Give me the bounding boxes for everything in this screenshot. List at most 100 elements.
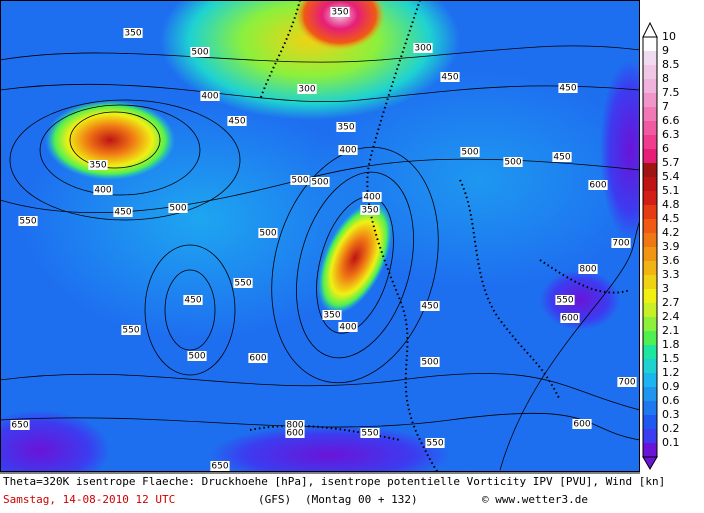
contour-label-bg [560,313,580,323]
colorbar-frame [642,36,658,458]
colorbar-swatch [643,275,657,289]
contours [0,45,640,471]
colorbar-swatch [643,191,657,205]
contour-label-bg [617,377,637,387]
colorbar-label: 6 [662,142,669,155]
contour-label-bg [297,84,317,94]
colorbar-swatch [643,79,657,93]
colorbar-swatch [643,149,657,163]
colorbar-swatch [643,233,657,247]
caption-date: Samstag, 14-08-2010 12 UTC [3,493,175,506]
colorbar-label: 6.6 [662,114,680,127]
colorbar-swatch [643,401,657,415]
contour-label: 350 [323,311,340,321]
colorbar-swatch [643,261,657,275]
colorbar-swatch [643,107,657,121]
contour-label-bg [572,419,592,429]
ipv-field [317,202,393,314]
contour-label-bg [18,216,38,226]
contour-label: 450 [228,117,245,127]
colorbar-label: 9 [662,44,669,57]
contour-label-bg [183,295,203,305]
contour-label-bg [121,325,141,335]
contour-label-bg [210,461,230,471]
colorbar-label: 1.8 [662,338,680,351]
contour-label: 450 [553,153,570,163]
colorbar-swatch [643,37,657,51]
colorbar-swatch [643,135,657,149]
contour-label-bg [285,428,305,438]
contour-label: 350 [337,123,354,133]
colorbar-swatch [643,415,657,429]
contour-label: 550 [556,296,573,306]
contour-label: 350 [331,8,348,18]
colorbar-label: 1.5 [662,352,680,365]
contour-label: 450 [441,73,458,83]
contour-label: 700 [618,378,635,388]
colorbar-label: 2.4 [662,310,680,323]
contour-label-bg [10,420,30,430]
colorbar-label: 8.5 [662,58,680,71]
contour-label-bg [322,310,342,320]
contour-label-bg [503,157,523,167]
contour-label-bg [123,28,143,38]
colorbar-swatch [643,121,657,135]
caption-line: Theta=320K isentrope Flaeche: Druckhoehe… [3,475,665,488]
ipv-field [210,425,450,472]
contour-label-bg [360,205,380,215]
colorbar-label: 8 [662,72,669,85]
contour-label-bg [190,47,210,57]
contour-label-bg [310,177,330,187]
colorbar-label: 3.9 [662,240,680,253]
contour-label: 550 [19,217,36,227]
contour-label: 350 [124,29,141,39]
colorbar: 1098.587.576.66.365.75.45.14.84.54.23.93… [642,21,680,470]
contour-label-bg [113,207,133,217]
contour-label-bg [362,192,382,202]
contour-label: 500 [504,158,521,168]
map-frame [0,0,640,472]
contour-label-bg [413,43,433,53]
colorbar-swatch [643,373,657,387]
contour-label-bg [425,438,445,448]
contour-label: 550 [361,429,378,439]
contour-label: 400 [94,186,111,196]
colorbar-swatch [643,331,657,345]
contour-label-bg [338,145,358,155]
colorbar-label: 2.7 [662,296,680,309]
ipv-field [600,60,640,240]
colorbar-swatch [643,303,657,317]
contour-label-bg [285,420,305,430]
contour-label: 600 [573,420,590,430]
colorbar-label: 3 [662,282,669,295]
colorbar-label: 4.5 [662,212,680,225]
contour-label-bg [338,322,358,332]
caption-copyright: © www.wetter3.de [482,493,588,506]
ipv-field [45,100,175,180]
contour-label-bg [420,301,440,311]
contour-label: 500 [169,204,186,214]
colorbar-label: 7.5 [662,86,680,99]
contour-label-bg [93,185,113,195]
contour-label: 450 [559,84,576,94]
ipv-field [540,270,620,330]
colorbar-swatch [643,205,657,219]
contour-label: 400 [339,146,356,156]
colorbar-label: 0.3 [662,408,680,421]
contour-label: 400 [201,92,218,102]
contour-label-bg [168,203,188,213]
contour-label-bg [88,160,108,170]
contour-label: 700 [612,239,629,249]
contour-label-bg [233,278,253,288]
contour-label: 500 [461,148,478,158]
contour-label: 800 [286,421,303,431]
contour-label-bg [420,357,440,367]
contour-label-bg [200,91,220,101]
contour-label: 550 [234,279,251,289]
colorbar-swatch [643,387,657,401]
colorbar-label: 6.3 [662,128,680,141]
contour-label: 450 [421,302,438,312]
map [0,0,640,472]
contour-label: 500 [191,48,208,58]
